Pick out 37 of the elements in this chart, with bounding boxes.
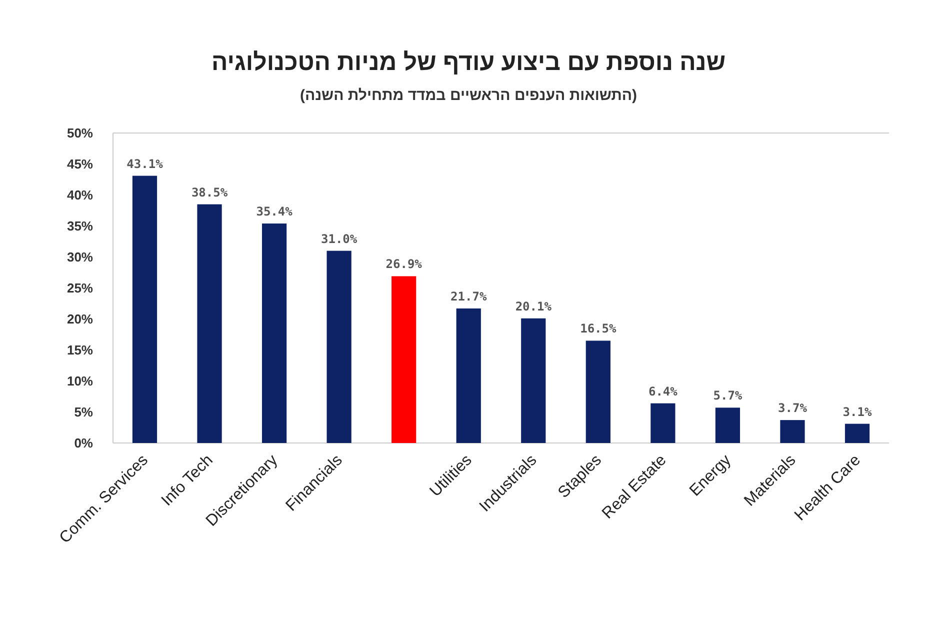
bar (780, 420, 805, 443)
y-tick-label: 10% (66, 374, 94, 389)
chart-subtitle: (התשואות הענפים הראשיים במדד מתחילת השנה) (300, 87, 638, 104)
data-label: 16.5% (580, 322, 617, 336)
bar (456, 308, 481, 443)
bar (392, 276, 416, 443)
bar (262, 224, 287, 443)
y-tick-label: 25% (66, 280, 94, 296)
y-tick-label: 30% (66, 250, 94, 265)
y-tick-label: 40% (66, 188, 94, 203)
data-label: 3.7% (778, 401, 808, 416)
data-label: 31.0% (321, 232, 358, 246)
y-tick-label: 20% (66, 312, 94, 327)
bar (844, 424, 870, 443)
bar (326, 250, 352, 443)
data-label: 35.4% (256, 204, 294, 219)
y-tick-label: 35% (66, 218, 94, 234)
bar (715, 408, 740, 443)
bar (132, 176, 158, 443)
data-label: 6.4% (648, 384, 678, 398)
bar (586, 340, 610, 443)
y-tick-label: 50% (66, 126, 94, 141)
data-label: 21.7% (450, 289, 488, 304)
y-tick-label: 0% (74, 436, 94, 451)
bar (521, 318, 546, 443)
bar (197, 204, 222, 443)
y-tick-label: 15% (66, 342, 94, 358)
data-label: 20.1% (515, 299, 552, 314)
data-label: 3.1% (842, 404, 872, 419)
data-label: 26.9% (386, 257, 423, 272)
bar (650, 403, 676, 443)
y-tick-label: 45% (66, 156, 94, 172)
chart-title: שנה נוספת עם ביצוע עודף של מניות הטכנולוגיה (211, 49, 726, 76)
data-label: 38.5% (191, 185, 228, 200)
y-tick-label: 5% (74, 404, 94, 420)
data-label: 43.1% (126, 156, 164, 171)
data-label: 5.7% (713, 388, 743, 403)
